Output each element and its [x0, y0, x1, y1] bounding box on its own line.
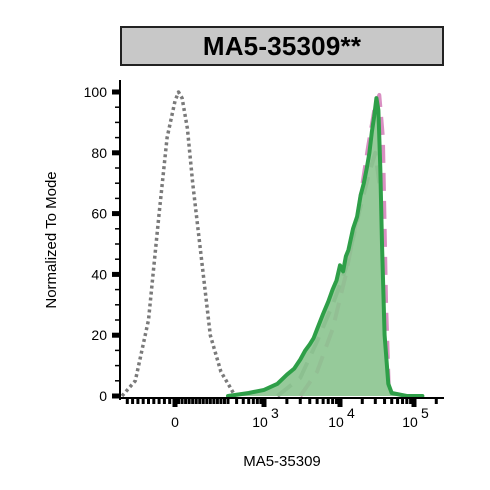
x-minor-tick — [191, 398, 195, 404]
x-minor-tick — [208, 398, 212, 404]
chart-title-box: MA5-35309** — [120, 26, 444, 66]
x-minor-tick — [222, 398, 226, 404]
x-tick-1 — [261, 398, 267, 407]
x-tick-exponent-2: 4 — [347, 405, 355, 421]
series-3-fill — [228, 98, 423, 396]
x-minor-tick — [434, 398, 438, 404]
x-tick-2 — [337, 398, 343, 407]
x-minor-tick — [259, 398, 263, 404]
x-minor-tick — [373, 398, 377, 404]
y-tick-2 — [112, 271, 120, 277]
x-minor-tick — [184, 398, 188, 404]
x-minor-tick — [405, 398, 409, 404]
x-minor-tick — [215, 398, 219, 404]
y-tick-label-3: 60 — [91, 206, 107, 222]
x-minor-tick — [198, 398, 202, 404]
y-tick-label-0: 0 — [99, 388, 107, 404]
x-minor-tick — [212, 398, 216, 404]
x-minor-tick — [235, 398, 239, 404]
x-minor-tick — [131, 398, 135, 404]
y-tick-1 — [112, 332, 120, 338]
x-minor-tick — [401, 398, 405, 404]
x-minor-tick — [247, 398, 251, 404]
x-tick-label-0: 0 — [171, 414, 179, 430]
x-minor-tick — [152, 398, 156, 404]
x-minor-tick — [205, 398, 209, 404]
y-tick-label-4: 80 — [91, 145, 107, 161]
x-minor-tick — [180, 398, 184, 404]
series-3-line — [226, 96, 425, 398]
x-minor-tick — [201, 398, 205, 404]
x-minor-tick — [396, 398, 400, 404]
x-minor-tick — [335, 398, 339, 404]
x-minor-tick — [298, 398, 302, 404]
x-minor-tick — [251, 398, 255, 404]
x-minor-tick — [409, 398, 413, 404]
series-3 — [226, 96, 425, 398]
x-minor-tick — [141, 398, 145, 404]
x-tick-3 — [411, 398, 417, 407]
x-minor-tick — [331, 398, 335, 404]
x-minor-tick — [285, 398, 289, 404]
y-tick-5 — [112, 89, 120, 95]
x-minor-tick — [187, 398, 191, 404]
x-minor-tick — [226, 398, 230, 404]
x-minor-tick — [360, 398, 364, 404]
x-minor-tick — [168, 398, 172, 404]
y-tick-4 — [112, 150, 120, 156]
x-minor-tick — [308, 398, 312, 404]
x-minor-tick — [136, 398, 140, 404]
x-minor-tick — [125, 398, 129, 404]
x-minor-tick — [321, 398, 325, 404]
x-tick-label-2: 10 — [328, 414, 344, 430]
x-minor-tick — [241, 398, 245, 404]
y-tick-0 — [112, 393, 120, 399]
x-minor-tick — [326, 398, 330, 404]
x-minor-tick — [390, 398, 394, 404]
x-minor-tick — [157, 398, 161, 404]
series-layer — [120, 90, 425, 398]
x-minor-tick — [147, 398, 150, 404]
x-minor-tick — [255, 398, 259, 404]
x-tick-label-1: 10 — [252, 414, 268, 430]
x-minor-tick — [194, 398, 198, 404]
series-0-line — [120, 90, 237, 398]
x-tick-label-3: 10 — [402, 414, 418, 430]
y-tick-label-1: 20 — [91, 327, 107, 343]
x-tick-exponent-1: 3 — [271, 405, 279, 421]
x-axis-title: MA5-35309 — [243, 453, 321, 470]
x-minor-tick — [315, 398, 319, 404]
x-tick-exponent-3: 5 — [421, 405, 429, 421]
chart-title: MA5-35309** — [202, 30, 362, 61]
y-axis-title: Normalized To Mode — [43, 171, 60, 308]
x-minor-tick — [177, 398, 181, 404]
x-minor-tick — [162, 398, 166, 404]
x-minor-tick — [383, 398, 387, 404]
series-0 — [120, 90, 237, 398]
x-minor-tick — [219, 398, 223, 404]
y-tick-label-2: 40 — [91, 266, 107, 282]
y-tick-3 — [112, 211, 120, 217]
x-tick-0 — [172, 398, 178, 407]
y-tick-label-5: 100 — [84, 84, 108, 100]
